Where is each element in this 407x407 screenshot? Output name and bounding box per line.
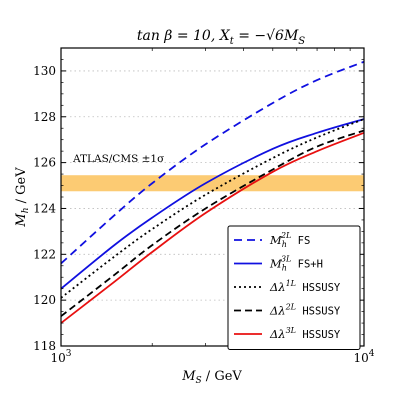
y-tick-label: 120 — [33, 293, 56, 307]
series-line-5 — [61, 131, 364, 324]
x-axis-label: MS / GeV — [181, 369, 242, 386]
series-line-4 — [61, 129, 364, 317]
legend: Mh2L FS Mh3L FS+H Δλ1L HSSUSY Δλ2L HSSUSY Δλ… — [227, 225, 361, 350]
legend-label-4: Δλ2L HSSUSY — [269, 303, 341, 318]
y-axis-label: Mh / GeV — [14, 167, 31, 228]
series-group — [61, 60, 364, 324]
legend-label-3: Δλ1L HSSUSY — [269, 279, 341, 294]
legend-label-5: Δλ3L HSSUSY — [269, 326, 341, 341]
y-tick-label: 118 — [33, 339, 56, 353]
legend-box — [227, 225, 361, 350]
y-tick-label: 130 — [33, 64, 56, 78]
band-label: ATLAS/CMS ±1σ — [72, 153, 164, 165]
series-line-1 — [61, 60, 364, 265]
legend-label-2: Mh3L FS+H — [269, 255, 323, 273]
y-tick-label: 122 — [33, 247, 56, 261]
legend-label-1: Mh2L FS — [269, 231, 310, 249]
y-tick-label: 126 — [33, 156, 56, 170]
x-tick-label: 104 — [353, 349, 374, 365]
atlas-cms-band — [61, 175, 364, 192]
x-tick-label: 103 — [50, 349, 71, 365]
y-tick-label: 124 — [33, 201, 56, 215]
chart-title: tan β = 10, Xt = −√6MS — [137, 28, 305, 47]
series-line-2 — [61, 118, 364, 290]
y-tick-label: 128 — [33, 110, 56, 124]
